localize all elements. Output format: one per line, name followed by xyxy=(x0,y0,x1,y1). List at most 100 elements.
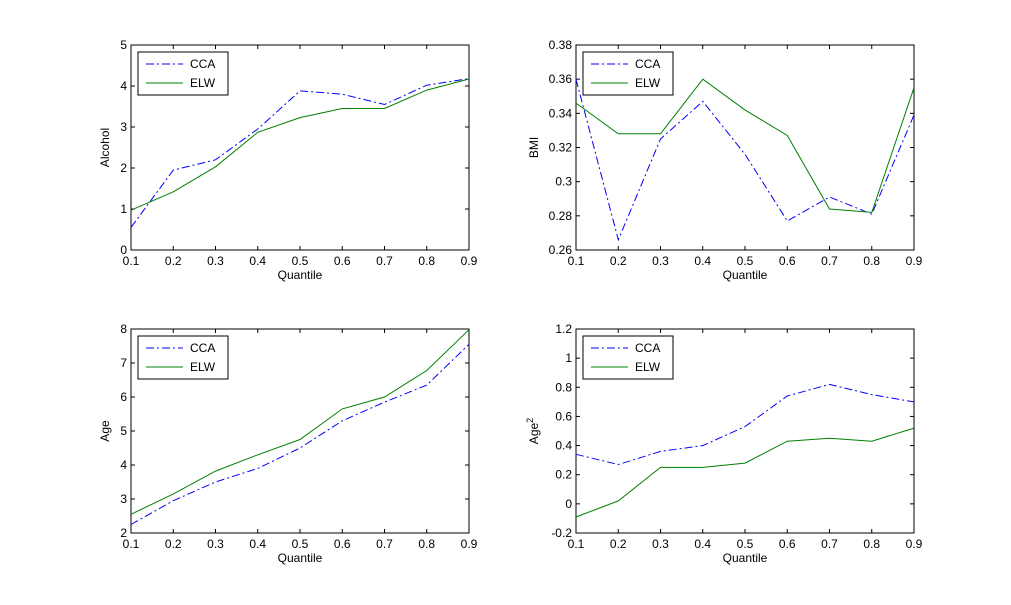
x-tick-label: 0.8 xyxy=(863,537,880,551)
y-tick-label: 3 xyxy=(120,120,127,134)
y-tick-label: 4 xyxy=(120,79,127,93)
y-tick-label: 0.38 xyxy=(549,38,573,52)
subplot-2: 0.1 0.2 0.3 0.4 0.5 0.6 0.7 0.8 0.9 0.26 0.28 0.3 0.… xyxy=(527,38,923,282)
x-tick-label: 0.8 xyxy=(418,254,435,268)
legend-label-cca: CCA xyxy=(635,57,660,71)
y-axis-label: Age xyxy=(98,420,112,442)
series-line-elw xyxy=(130,329,470,515)
x-tick-label: 0.3 xyxy=(652,537,669,551)
legend: CCA ELW xyxy=(582,335,674,380)
x-axis-label: Quantile xyxy=(723,268,768,282)
x-tick-label: 0.6 xyxy=(779,537,796,551)
x-tick-label: 0.9 xyxy=(461,537,478,551)
x-tick-label: 0.3 xyxy=(207,254,224,268)
x-tick-label: 0.9 xyxy=(906,537,923,551)
y-tick-label: 0.2 xyxy=(555,468,572,482)
x-tick-label: 0.4 xyxy=(694,537,711,551)
legend-label-elw: ELW xyxy=(190,360,216,374)
legend-label-cca: CCA xyxy=(190,57,215,71)
legend-label-cca: CCA xyxy=(190,341,215,355)
y-axis-label-superscript: 2 xyxy=(525,418,535,423)
y-tick-label: 0.6 xyxy=(555,409,572,423)
subplot-4: 0.1 0.2 0.3 0.4 0.5 0.6 0.7 0.8 0.9 -0.2 0 0.2 0.4 0.… xyxy=(525,322,923,565)
y-tick-label: 5 xyxy=(120,38,127,52)
x-tick-label: 0.5 xyxy=(737,537,754,551)
y-axis-label: Alcohol xyxy=(98,128,112,167)
x-tick-label: 0.4 xyxy=(249,254,266,268)
y-tick-label: 2 xyxy=(120,526,127,540)
x-tick-label: 0.3 xyxy=(652,254,669,268)
series-line-cca xyxy=(575,383,915,466)
y-tick-label: 8 xyxy=(120,322,127,336)
legend-box xyxy=(582,335,674,380)
y-tick-label: 1.2 xyxy=(555,322,572,336)
y-tick-label: 7 xyxy=(120,356,127,370)
x-tick-label: 0.1 xyxy=(568,254,585,268)
x-tick-label: 0.9 xyxy=(461,254,478,268)
y-axis-label-text: Age xyxy=(98,420,112,442)
y-axis-label-text: Age xyxy=(527,423,541,445)
x-tick-label: 0.4 xyxy=(249,537,266,551)
x-tick-label: 0.1 xyxy=(123,537,140,551)
y-tick-label: 0.4 xyxy=(555,439,572,453)
x-tick-label: 0.8 xyxy=(418,537,435,551)
x-tick-label: 0.1 xyxy=(123,254,140,268)
x-tick-label: 0.4 xyxy=(694,254,711,268)
y-tick-label: 0.3 xyxy=(555,175,572,189)
y-tick-label: 0.8 xyxy=(555,380,572,394)
legend: CCA ELW xyxy=(582,51,674,96)
y-axis-label: BMI xyxy=(527,137,541,158)
x-tick-label: 0.1 xyxy=(568,537,585,551)
subplot-3: 0.1 0.2 0.3 0.4 0.5 0.6 0.7 0.8 0.9 2 3 4 5 6 7 8 Quanti… xyxy=(98,322,478,565)
x-tick-label: 0.2 xyxy=(165,254,182,268)
x-tick-label: 0.7 xyxy=(376,537,393,551)
legend: CCA ELW xyxy=(137,51,229,96)
x-tick-label: 0.5 xyxy=(292,537,309,551)
series-line-cca xyxy=(130,78,470,228)
legend-label-elw: ELW xyxy=(190,76,216,90)
x-tick-label: 0.7 xyxy=(821,537,838,551)
legend-box xyxy=(137,51,229,96)
y-tick-label: 6 xyxy=(120,390,127,404)
y-tick-label: 0 xyxy=(565,497,572,511)
x-tick-label: 0.6 xyxy=(779,254,796,268)
y-tick-label: 3 xyxy=(120,492,127,506)
x-tick-label: 0.8 xyxy=(863,254,880,268)
x-axis-label: Quantile xyxy=(723,551,768,565)
x-tick-label: 0.5 xyxy=(737,254,754,268)
y-tick-label: 1 xyxy=(120,202,127,216)
legend: CCA ELW xyxy=(137,335,229,380)
y-tick-label: 0.26 xyxy=(549,243,573,257)
y-tick-label: 0.34 xyxy=(549,106,573,120)
legend-label-elw: ELW xyxy=(635,76,661,90)
x-tick-label: 0.9 xyxy=(906,254,923,268)
x-tick-label: 0.7 xyxy=(821,254,838,268)
legend-box xyxy=(582,51,674,96)
y-tick-label: 0.28 xyxy=(549,209,573,223)
x-tick-label: 0.3 xyxy=(207,537,224,551)
y-tick-label: 4 xyxy=(120,458,127,472)
x-tick-label: 0.7 xyxy=(376,254,393,268)
y-axis-label-text: Alcohol xyxy=(98,128,112,167)
x-tick-label: 0.2 xyxy=(610,537,627,551)
x-tick-label: 0.2 xyxy=(165,537,182,551)
y-tick-label: 1 xyxy=(565,351,572,365)
series-line-elw xyxy=(575,78,915,213)
y-axis-label-text: BMI xyxy=(527,137,541,158)
x-tick-label: 0.6 xyxy=(334,254,351,268)
x-tick-label: 0.5 xyxy=(292,254,309,268)
series-line-elw xyxy=(575,427,915,518)
series-line-elw xyxy=(130,78,470,211)
legend-box xyxy=(137,335,229,380)
y-tick-label: 0 xyxy=(120,243,127,257)
y-tick-label: 2 xyxy=(120,161,127,175)
x-axis-label: Quantile xyxy=(278,268,323,282)
y-tick-label: -0.2 xyxy=(551,526,572,540)
y-axis-label: Age2 xyxy=(525,418,541,444)
x-tick-label: 0.6 xyxy=(334,537,351,551)
y-tick-label: 5 xyxy=(120,424,127,438)
x-axis-label: Quantile xyxy=(278,551,323,565)
y-tick-label: 0.32 xyxy=(549,141,573,155)
